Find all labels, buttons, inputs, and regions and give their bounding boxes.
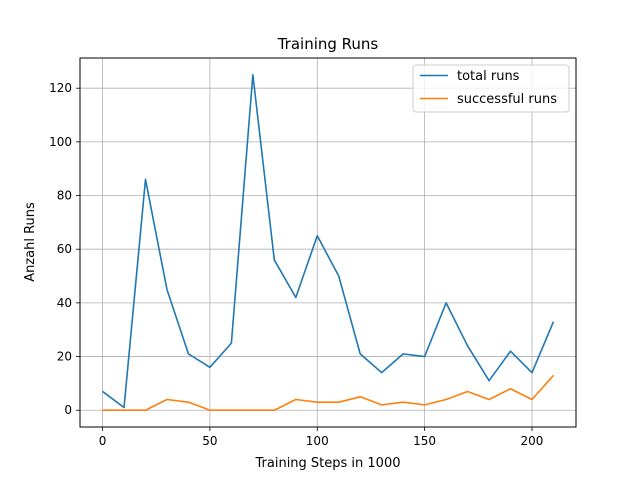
x-tick-label: 100 [306,434,329,448]
y-tick-label: 0 [64,403,72,417]
legend: total runs successful runs [412,64,570,113]
y-axis-label: Anzahl Runs [23,202,38,282]
data-series [102,73,555,412]
plot-area [80,58,576,427]
legend-box [412,64,570,113]
series-line-successful-runs [102,374,555,412]
x-tick-label: 200 [521,434,544,448]
series-line-total-runs [102,73,555,409]
plot-frame [79,57,577,428]
y-tick-label: 80 [57,189,72,203]
x-tick-label: 50 [202,434,217,448]
y-tick-label: 60 [57,242,72,256]
grid-lines [80,58,576,427]
y-tick-label: 40 [57,296,72,310]
legend-label-successful-runs: successful runs [457,92,557,107]
y-tick-label: 100 [49,135,72,149]
y-tick-label: 120 [49,81,72,95]
x-tick-label: 0 [99,434,107,448]
legend-label-total-runs: total runs [457,69,520,84]
y-tick-label: 20 [57,350,72,364]
x-tick-label: 150 [413,434,436,448]
axis-ticks: 0 50 100 150 200 0 20 40 60 80 100 120 [49,81,543,448]
x-axis-label: Training Steps in 1000 [255,456,401,471]
chart-title: Training Runs [277,35,379,53]
